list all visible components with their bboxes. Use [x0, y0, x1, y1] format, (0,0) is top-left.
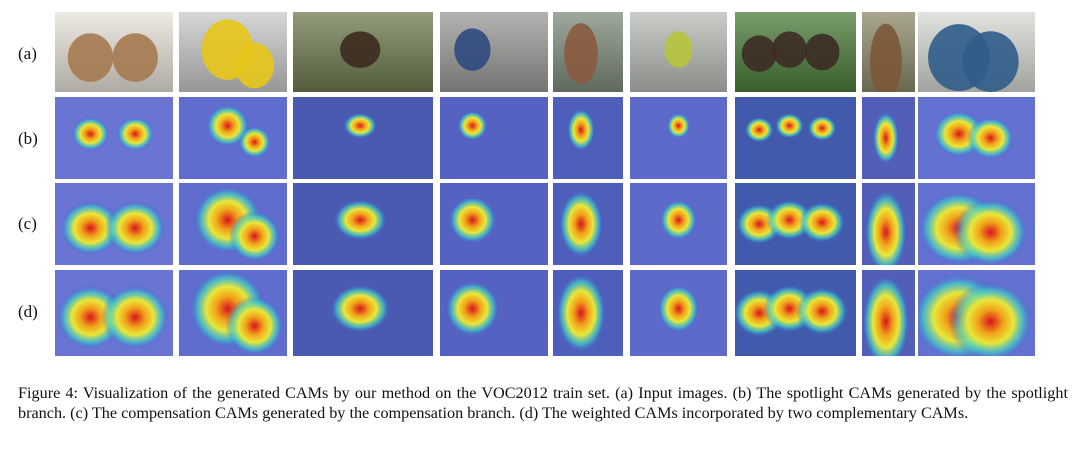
spotlight-cam-kittens [55, 97, 173, 179]
compensation-cam-cow [862, 183, 915, 265]
weighted-cam-cow [862, 270, 915, 356]
compensation-cam-child-hedgehog [440, 183, 548, 265]
weighted-cam-horse-field [293, 270, 433, 356]
input-image-pony [553, 12, 623, 92]
spotlight-cam-child-hedgehog [440, 97, 548, 179]
compensation-cam-motorbike [179, 183, 287, 265]
weighted-cam-kittens [55, 270, 173, 356]
spotlight-cam-horse-riders [735, 97, 856, 179]
input-image-horse-field [293, 12, 433, 92]
input-image-kittens [55, 12, 173, 92]
weighted-cam-motorbike [179, 270, 287, 356]
weighted-cam-car [918, 270, 1035, 356]
compensation-cam-kittens [55, 183, 173, 265]
input-image-child-hedgehog [440, 12, 548, 92]
figure-caption: Figure 4: Visualization of the generated… [18, 384, 1068, 422]
compensation-cam-car [918, 183, 1035, 265]
input-image-bird-fence [630, 12, 727, 92]
row-label-c: (c) [18, 214, 37, 233]
weighted-cam-bird-fence [630, 270, 727, 356]
input-image-car [918, 12, 1035, 92]
weighted-cam-pony [553, 270, 623, 356]
spotlight-cam-car [918, 97, 1035, 179]
cam-figure: (a) (b) (c) (d) [18, 12, 1035, 356]
spotlight-cam-motorbike [179, 97, 287, 179]
spotlight-cam-pony [553, 97, 623, 179]
weighted-cam-horse-riders [735, 270, 856, 356]
row-label-d: (d) [18, 302, 38, 321]
spotlight-cam-cow [862, 97, 915, 179]
row-label-a: (a) [18, 44, 37, 63]
spotlight-cam-horse-field [293, 97, 433, 179]
row-label-b: (b) [18, 129, 38, 148]
input-image-horse-riders [735, 12, 856, 92]
compensation-cam-horse-field [293, 183, 433, 265]
spotlight-cam-bird-fence [630, 97, 727, 179]
compensation-cam-horse-riders [735, 183, 856, 265]
input-image-cow [862, 12, 915, 92]
input-image-motorbike [179, 12, 287, 92]
weighted-cam-child-hedgehog [440, 270, 548, 356]
compensation-cam-pony [553, 183, 623, 265]
compensation-cam-bird-fence [630, 183, 727, 265]
